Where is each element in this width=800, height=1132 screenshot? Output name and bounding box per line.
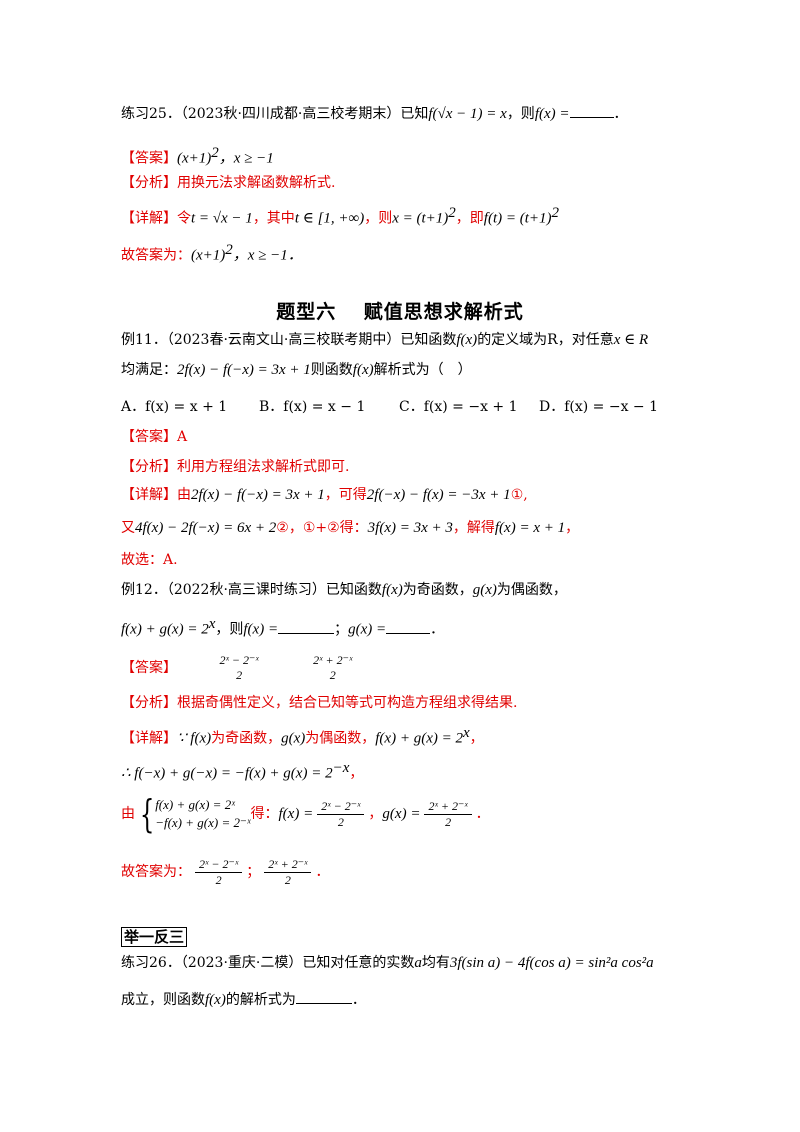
- analysis-tag: 【分析】: [121, 459, 177, 475]
- source-note: （2022秋·高三课时练习）: [166, 582, 326, 598]
- exercise-26-question-line1: 练习26．（2023·重庆·二模）已知对任意的实数a均有3f(sin a) − …: [121, 955, 654, 971]
- exercise-25-analysis: 【分析】用换元法求解函数解析式.: [121, 175, 336, 191]
- boxed-heading: 举一反三: [121, 927, 188, 947]
- math-expr: f(√x − 1) = x: [428, 106, 507, 122]
- exercise-25-question: 练习25．（2023秋·四川成都·高三校考期末）已知f(√x − 1) = x，…: [121, 106, 628, 122]
- answer-tag: 【答案】: [121, 150, 177, 167]
- math-expr: f(x) =: [534, 106, 570, 122]
- answer-blank: [569, 117, 614, 118]
- example-12-question-line1: 例12．（2022秋·高三课时练习）已知函数f(x)为奇函数，g(x)为偶函数，: [121, 582, 567, 598]
- example-11-detail-line2: 又4f(x) − 2f(−x) = 6x + 2②，①+②得：3f(x) = 3…: [121, 520, 580, 536]
- exercise-25-answer: 【答案】(x+1)2，x ≥ −1: [121, 145, 274, 167]
- option-a: A．f(x) = x + 1: [121, 399, 228, 415]
- example-11-question-line2: 均满足：2f(x) − f(−x) = 3x + 1则函数f(x)解析式为（ ）: [121, 362, 472, 378]
- exercise-26-question-line2: 成立，则函数f(x)的解析式为．: [121, 992, 366, 1008]
- brace-icon: {: [139, 792, 155, 836]
- example-11-detail-line1: 【详解】由2f(x) − f(−x) = 3x + 1，可得2f(−x) − f…: [121, 487, 528, 503]
- example-12-detail-line1: 【详解】∵ f(x)为奇函数，g(x)为偶函数，f(x) + g(x) = 2x…: [121, 725, 484, 747]
- example-11-question-line1: 例11．（2023春·云南文山·高三校联考期中）已知函数f(x)的定义域为R，对…: [121, 332, 649, 348]
- answer-blank: [386, 632, 431, 634]
- example-label: 例11．: [121, 332, 167, 348]
- fraction-g: 2ˣ + 2⁻ˣ 2: [313, 653, 353, 682]
- answer-blank: [295, 1003, 352, 1004]
- exercise-label: 练习26．: [121, 955, 181, 971]
- analysis-tag: 【分析】: [121, 695, 177, 711]
- source-note: （2023秋·四川成都·高三校考期末）: [180, 106, 401, 122]
- option-c: C．f(x) = −x + 1: [399, 399, 518, 415]
- example-11-analysis: 【分析】利用方程组法求解析式即可.: [121, 459, 350, 475]
- detail-tag: 【详解】: [121, 210, 177, 227]
- fraction-f: 2ˣ − 2⁻ˣ 2: [219, 653, 259, 682]
- example-12-detail-line2: ∴ f(−x) + g(−x) = −f(x) + g(x) = 2−x，: [121, 760, 364, 782]
- example-11-conclusion: 故选：A.: [121, 552, 178, 568]
- detail-tag: 【详解】: [121, 730, 177, 747]
- example-12-analysis: 【分析】根据奇偶性定义，结合已知等式可构造方程组求得结果.: [121, 695, 518, 711]
- example-12-answer: 【答案】 2ˣ − 2⁻ˣ 2 2ˣ + 2⁻ˣ 2: [121, 650, 360, 686]
- analysis-tag: 【分析】: [121, 175, 177, 191]
- exercise-25-conclusion: 故答案为：(x+1)2，x ≥ −1．: [121, 242, 303, 264]
- equation-system: {f(x) + g(x) = 2ˣ −f(x) + g(x) = 2⁻ˣ: [139, 792, 251, 836]
- example-12-conclusion: 故答案为： 2ˣ − 2⁻ˣ 2； 2ˣ + 2⁻ˣ 2 ．: [121, 856, 330, 887]
- math-expr: (x+1): [177, 150, 212, 167]
- example-11-answer: 【答案】A: [121, 429, 188, 445]
- answer-blank: [278, 632, 335, 634]
- detail-tag: 【详解】: [121, 487, 177, 503]
- answer-tag: 【答案】: [121, 660, 177, 676]
- example-12-question-line2: f(x) + g(x) = 2x，则f(x) = ；g(x) = ．: [121, 616, 445, 638]
- source-note: （2023·重庆·二模）: [180, 955, 303, 971]
- exercise-label: 练习25．: [121, 106, 181, 122]
- source-note: （2023春·云南文山·高三校联考期中）: [166, 332, 401, 348]
- example-12-detail-line3: 由{f(x) + g(x) = 2ˣ −f(x) + g(x) = 2⁻ˣ 得：f(…: [121, 792, 490, 836]
- example-label: 例12．: [121, 582, 167, 598]
- answer-tag: 【答案】: [121, 429, 177, 445]
- option-b: B．f(x) = x − 1: [259, 399, 366, 415]
- section-title: 题型六 赋值思想求解析式: [276, 301, 524, 323]
- exercise-25-detail: 【详解】令t = √x − 1，其中t ∈ [1, +∞)，则x = (t+1)…: [121, 205, 560, 227]
- option-d: D．f(x) = −x − 1: [539, 399, 659, 415]
